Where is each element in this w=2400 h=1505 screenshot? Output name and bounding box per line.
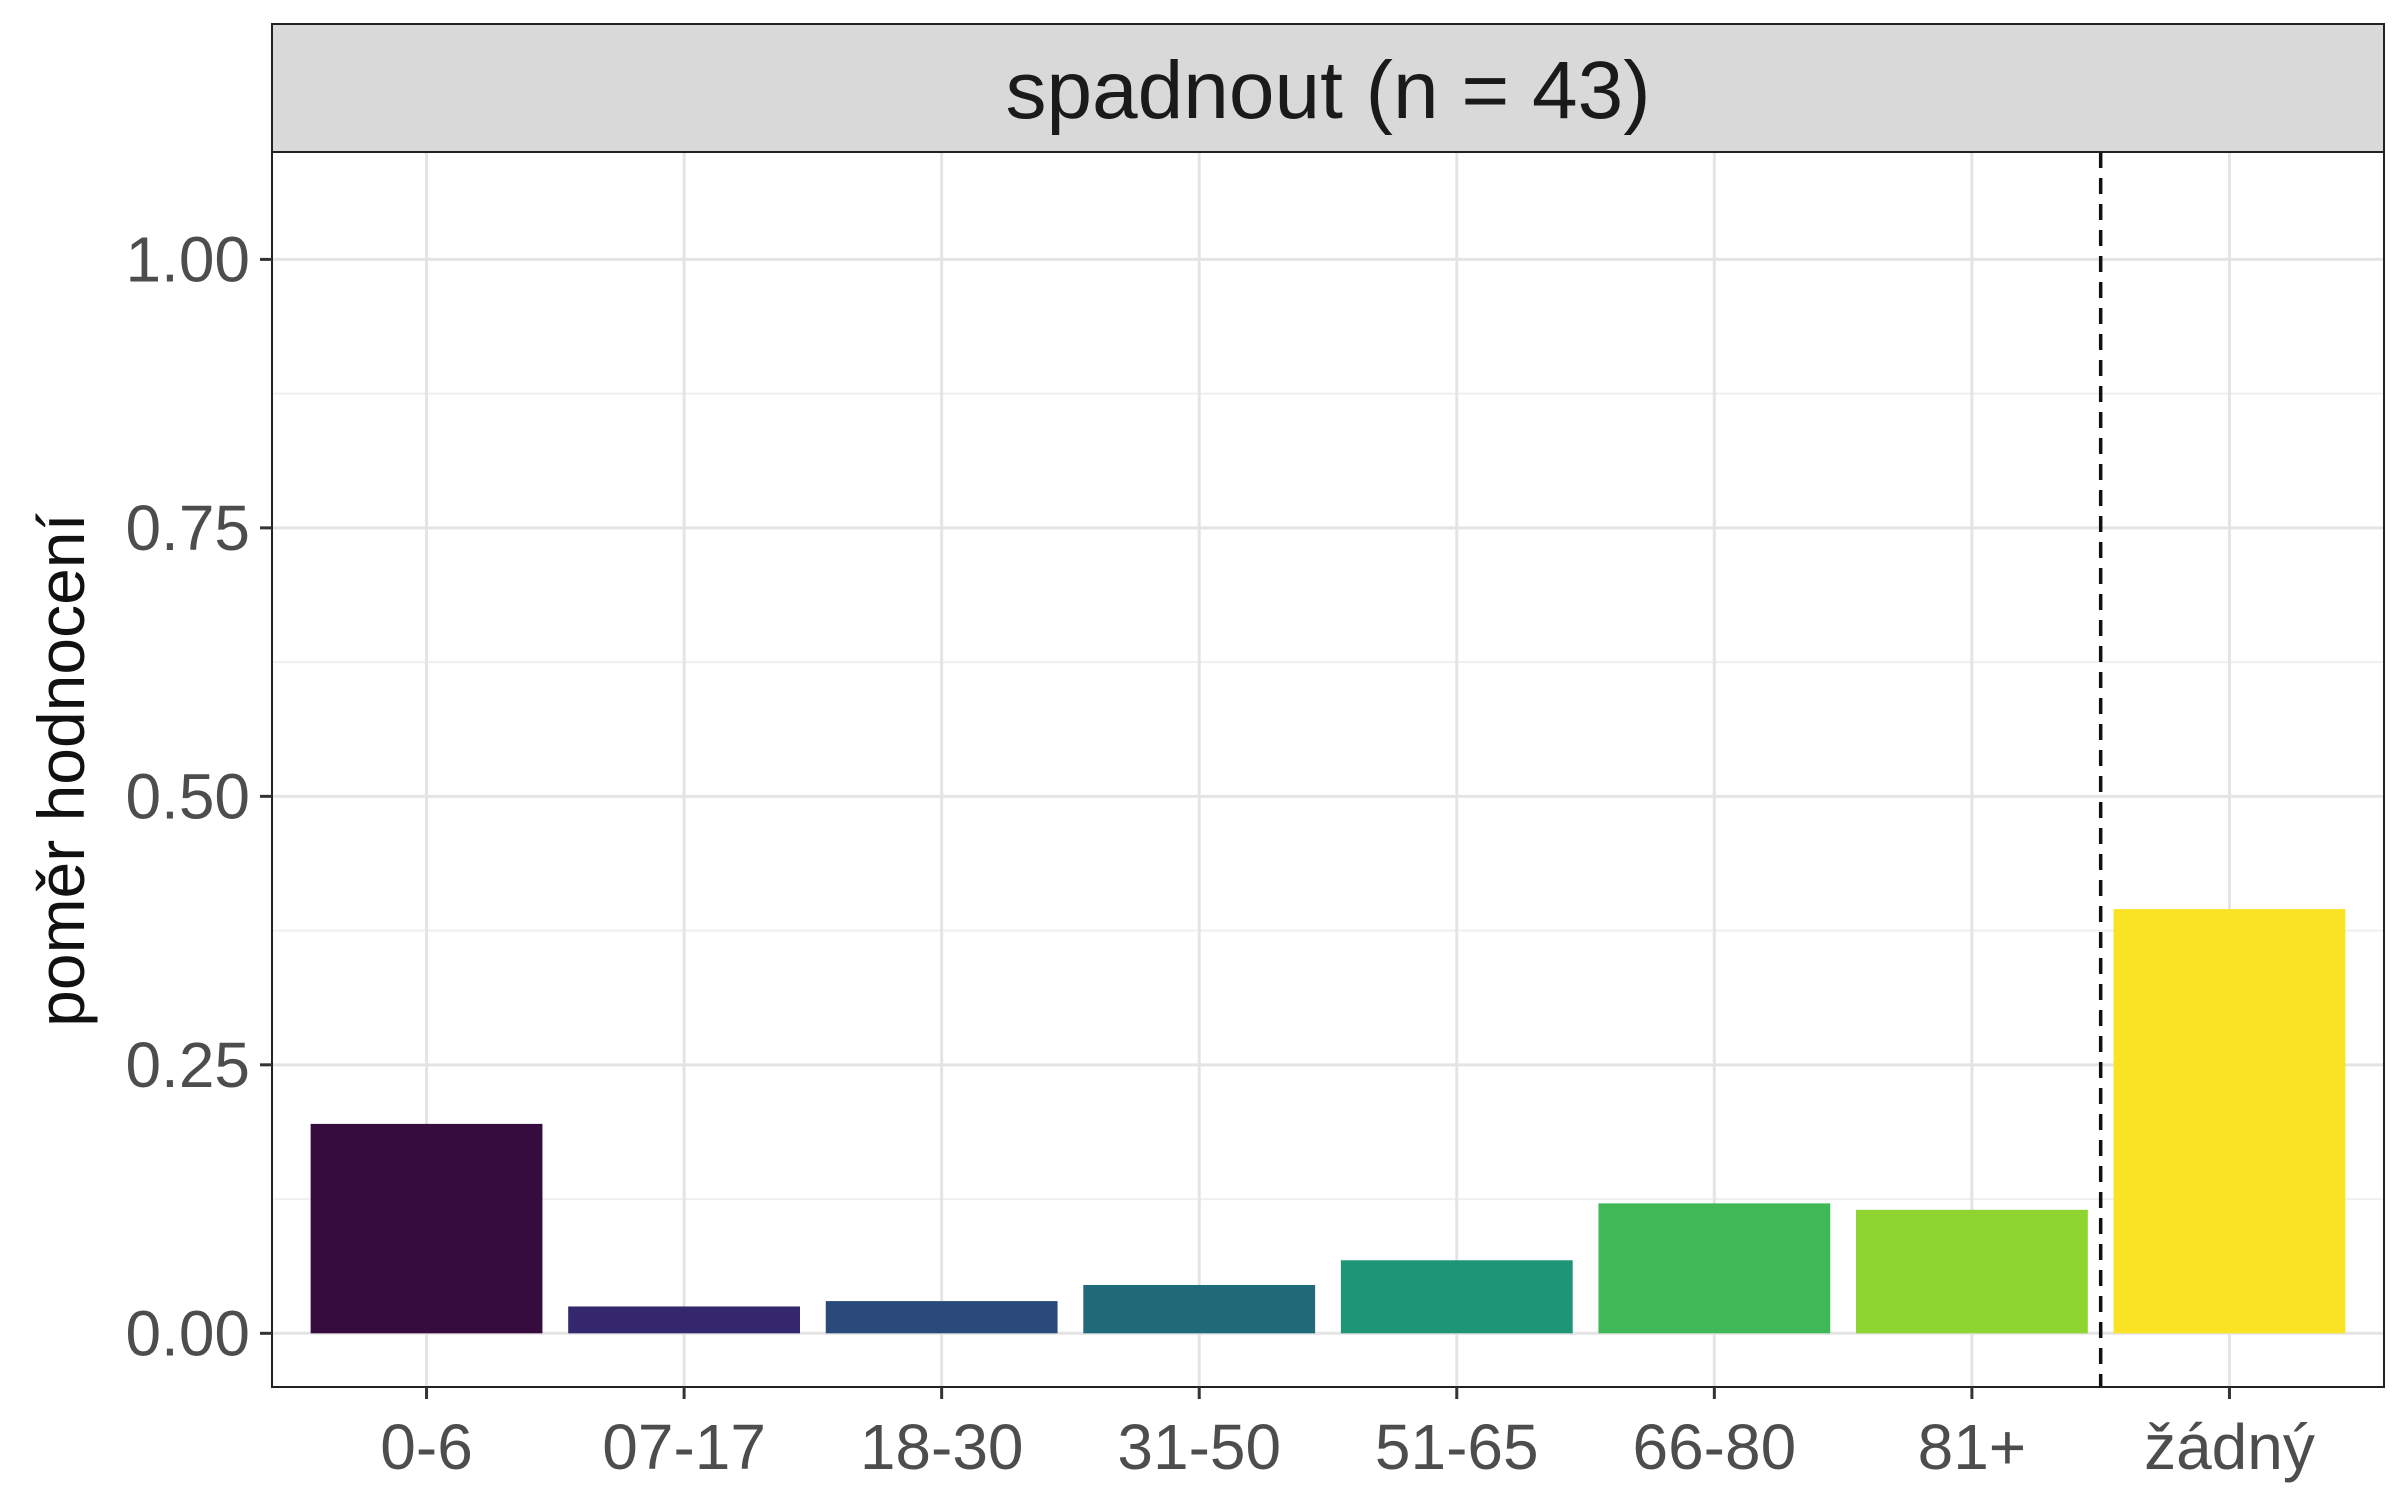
y-tick-label: 0.50 (125, 760, 250, 832)
x-tick-label: 31-50 (1117, 1411, 1281, 1483)
y-tick-label: 0.00 (125, 1297, 250, 1369)
facet-title: spadnout (n = 43) (1005, 45, 1650, 136)
bar-31-50 (1083, 1284, 1316, 1334)
bars (310, 909, 2346, 1334)
x-tick-label: žádný (2144, 1411, 2315, 1483)
bar-07-17 (568, 1306, 800, 1334)
x-tick-label: 07-17 (602, 1411, 766, 1483)
x-tick-label: 51-65 (1375, 1411, 1539, 1483)
bar-žádný (2113, 909, 2346, 1334)
facet-strip (271, 23, 2385, 153)
y-axis: 0.00 0.25 0.50 0.75 1.00 (125, 223, 272, 1369)
x-tick-label: 0-6 (380, 1411, 473, 1483)
y-axis-title: poměr hodnocení (24, 512, 98, 1026)
bar-81+ (1856, 1209, 2088, 1334)
grid-lines (272, 152, 2384, 1387)
bar-51-65 (1340, 1260, 1573, 1334)
plot-panel (272, 152, 2384, 1387)
y-tick-label: 0.75 (125, 492, 250, 564)
x-tick-label: 81+ (1918, 1411, 2027, 1483)
x-tick-label: 66-80 (1632, 1411, 1796, 1483)
y-tick-label: 0.25 (125, 1029, 250, 1101)
x-tick-label: 18-30 (860, 1411, 1024, 1483)
bar-0-6 (310, 1123, 543, 1334)
bar-18-30 (825, 1301, 1058, 1334)
x-axis: 0-6 07-17 18-30 31-50 51-65 66-80 81+ žádný (380, 1387, 2315, 1483)
plot-panel-border (271, 151, 2385, 1388)
bar-66-80 (1598, 1203, 1831, 1334)
y-tick-label: 1.00 (125, 223, 250, 295)
